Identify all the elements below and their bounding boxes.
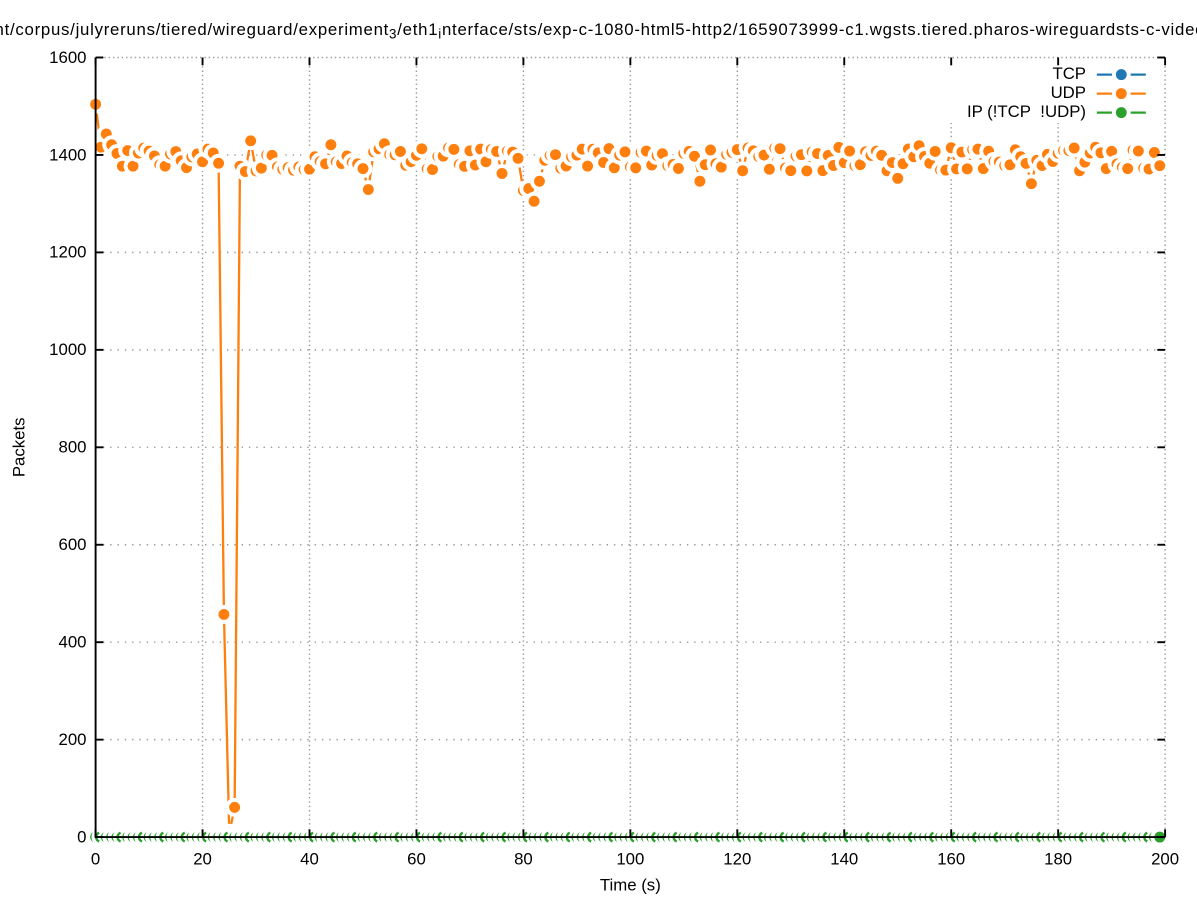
svg-text:IP (!TCP !UDP): IP (!TCP !UDP) — [967, 102, 1086, 121]
svg-text:80: 80 — [514, 850, 533, 869]
svg-text:800: 800 — [59, 438, 87, 457]
svg-text:400: 400 — [59, 633, 87, 652]
svg-text:140: 140 — [830, 850, 858, 869]
svg-text:1400: 1400 — [49, 145, 86, 164]
svg-text:160: 160 — [937, 850, 965, 869]
svg-text:UDP: UDP — [1051, 83, 1086, 102]
svg-text:nt/corpus/julyreruns/tiered/wi: nt/corpus/julyreruns/tiered/wireguard/ex… — [0, 20, 1197, 42]
svg-text:1200: 1200 — [49, 243, 86, 262]
svg-text:0: 0 — [91, 850, 100, 869]
svg-text:120: 120 — [723, 850, 751, 869]
svg-text:180: 180 — [1044, 850, 1072, 869]
svg-text:600: 600 — [59, 535, 87, 554]
svg-text:1000: 1000 — [49, 340, 86, 359]
svg-text:100: 100 — [616, 850, 644, 869]
svg-text:TCP: TCP — [1052, 64, 1086, 83]
svg-text:200: 200 — [1151, 850, 1179, 869]
svg-text:40: 40 — [300, 850, 319, 869]
svg-text:Time (s): Time (s) — [600, 875, 661, 894]
svg-text:Packets: Packets — [10, 417, 29, 477]
svg-text:1600: 1600 — [49, 48, 86, 67]
svg-text:0: 0 — [77, 827, 86, 846]
svg-text:200: 200 — [59, 730, 87, 749]
svg-text:60: 60 — [407, 850, 426, 869]
svg-text:20: 20 — [193, 850, 212, 869]
